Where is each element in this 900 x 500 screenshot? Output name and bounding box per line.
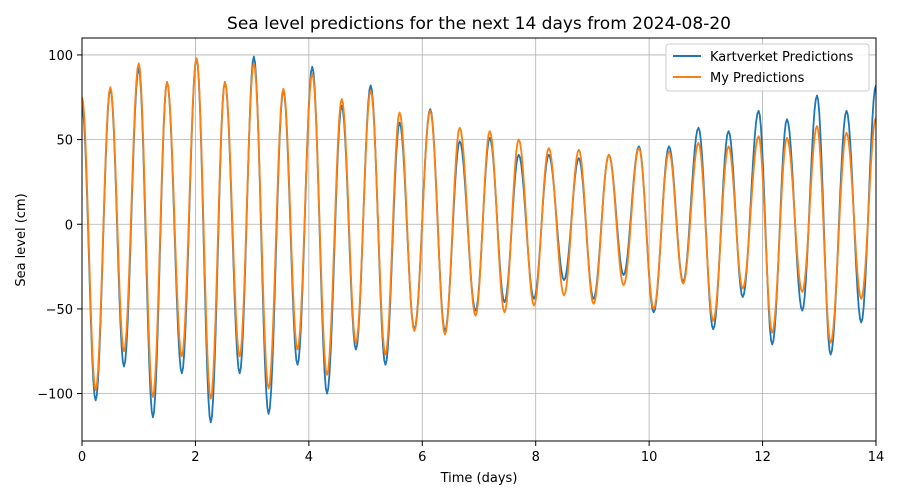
legend-label-my-predictions: My Predictions xyxy=(710,71,805,86)
legend-label-kartverket: Kartverket Predictions xyxy=(710,50,854,65)
x-tick-label: 6 xyxy=(418,450,426,465)
y-tick-label: 50 xyxy=(56,134,73,149)
legend-box xyxy=(665,43,870,92)
x-tick-label: 12 xyxy=(754,450,771,465)
x-tick-label: 14 xyxy=(868,450,885,465)
y-tick-label: −100 xyxy=(37,388,73,403)
y-tick-label: −50 xyxy=(46,303,73,318)
y-tick-label: 0 xyxy=(65,218,73,233)
plot-frame xyxy=(81,37,877,442)
series-line-kartverket xyxy=(82,55,876,424)
x-tick-label: 8 xyxy=(532,450,540,465)
x-tick-label: 4 xyxy=(305,450,313,465)
x-tick-label: 2 xyxy=(191,450,199,465)
series-line-my-predictions xyxy=(82,57,876,400)
series-layer xyxy=(82,55,876,424)
legend: Kartverket Predictions My Predictions xyxy=(665,43,870,92)
x-tick-label: 0 xyxy=(78,450,86,465)
ticks: 0 2 4 6 8 10 12 14 −100 −50 0 50 100 xyxy=(37,49,884,465)
x-axis-title: Time (days) xyxy=(440,471,518,486)
chart-title: Sea level predictions for the next 14 da… xyxy=(227,14,731,34)
x-tick-label: 10 xyxy=(641,450,658,465)
y-axis-title: Sea level (cm) xyxy=(14,193,29,286)
y-tick-label: 100 xyxy=(48,49,73,64)
